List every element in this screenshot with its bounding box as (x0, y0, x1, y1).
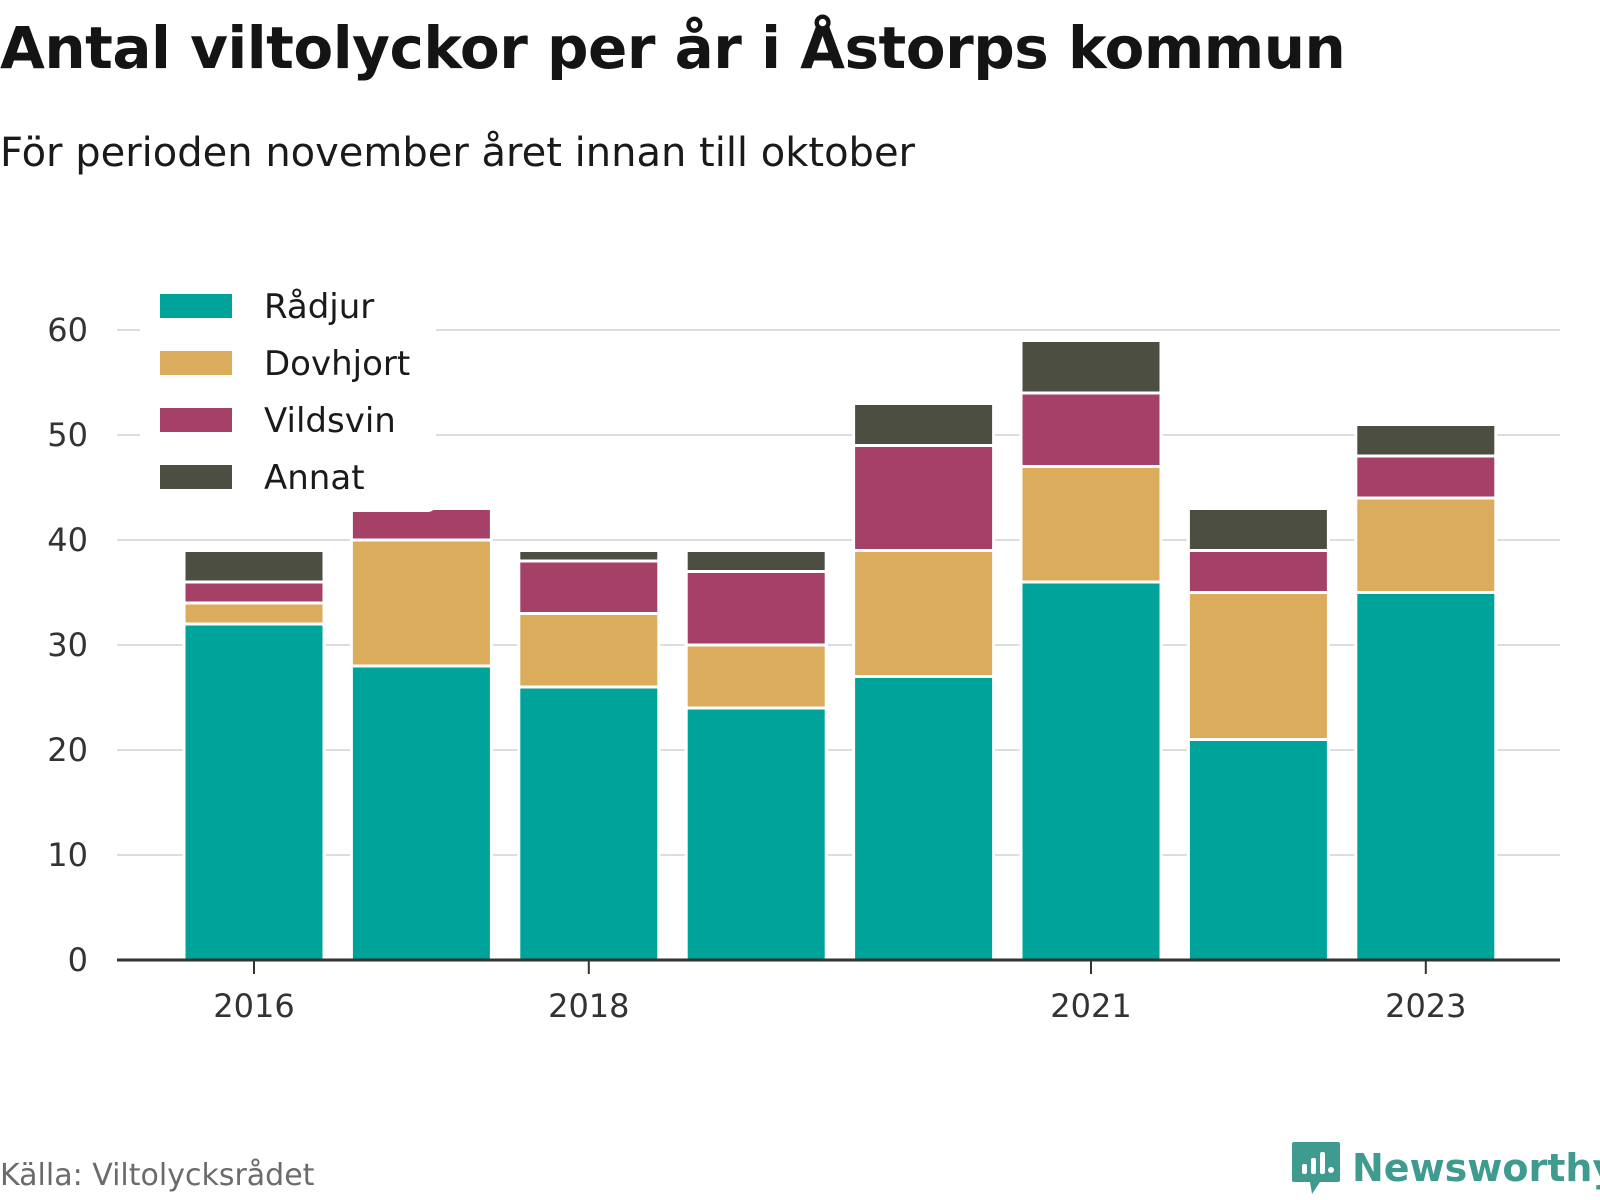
legend-background (140, 282, 436, 512)
y-tick-label: 50 (47, 416, 88, 454)
bar-segment-vildsvin (517, 559, 661, 615)
bar-segment-vildsvin (349, 507, 493, 542)
bar-segment-rådjur (1186, 738, 1330, 962)
legend-swatch (160, 465, 232, 489)
bar-segment-annat (517, 549, 661, 563)
brand-name: Newsworthy (1352, 1146, 1600, 1190)
bar-segment-dovhjort (1354, 496, 1498, 594)
bar-segment-vildsvin (1186, 549, 1330, 594)
legend-label: Vildsvin (264, 401, 396, 441)
bar-segment-rådjur (182, 622, 326, 962)
bar-segment-rådjur (1019, 580, 1163, 962)
chart-subtitle: För perioden november året innan till ok… (0, 130, 915, 176)
bar-segment-annat (182, 549, 326, 584)
legend-swatch (160, 294, 232, 318)
bar-segment-vildsvin (684, 570, 828, 647)
bar-segment-annat (684, 549, 828, 573)
x-axis: 2016 2018 2021 2023 (117, 958, 1560, 1025)
x-tick-label: 2021 (1050, 987, 1131, 1025)
bar-segment-rådjur (517, 685, 661, 962)
legend-label: Rådjur (264, 287, 374, 327)
legend-label: Annat (264, 458, 365, 498)
chart-title: Antal viltolyckor per år i Åstorps kommu… (0, 14, 1346, 82)
bar-segment-annat (1186, 507, 1330, 552)
bar-segment-rådjur (852, 675, 996, 962)
bars (182, 339, 1498, 962)
brand-logo: Newsworthy (1290, 1140, 1600, 1196)
bar-segment-dovhjort (852, 549, 996, 678)
legend-swatch (160, 408, 232, 432)
bar-segment-rådjur (349, 664, 493, 962)
y-tick-label: 60 (47, 311, 88, 349)
y-axis-ticks: 0 10 20 30 40 50 60 (47, 311, 88, 979)
y-tick-label: 30 (47, 626, 88, 664)
bar-segment-dovhjort (1186, 591, 1330, 741)
bar-segment-annat (852, 402, 996, 447)
bar-segment-annat (1354, 423, 1498, 458)
bar-segment-rådjur (684, 706, 828, 962)
y-tick-label: 10 (47, 836, 88, 874)
legend-label: Dovhjort (264, 344, 410, 384)
x-tick-label: 2016 (213, 987, 294, 1025)
legend-swatch (160, 351, 232, 375)
source-note: Källa: Viltolycksrådet (0, 1158, 315, 1193)
bar-segment-dovhjort (349, 538, 493, 668)
bar-segment-dovhjort (517, 612, 661, 689)
bar-segment-vildsvin (1354, 454, 1498, 500)
bar-segment-vildsvin (182, 580, 326, 605)
bar-segment-vildsvin (852, 444, 996, 552)
legend: Rådjur Dovhjort Vildsvin Annat (140, 282, 436, 512)
x-tick-label: 2023 (1385, 987, 1466, 1025)
bar-segment-vildsvin (1019, 391, 1163, 468)
bar-segment-annat (1019, 339, 1163, 395)
bar-segment-rådjur (1354, 591, 1498, 962)
newsworthy-logo-icon (1292, 1142, 1340, 1194)
bar-segment-dovhjort (182, 601, 326, 626)
y-tick-label: 0 (68, 941, 88, 979)
bar-segment-dovhjort (684, 643, 828, 710)
y-tick-label: 40 (47, 521, 88, 559)
y-tick-label: 20 (47, 731, 88, 769)
x-tick-label: 2018 (548, 987, 629, 1025)
bar-segment-dovhjort (1019, 465, 1163, 584)
